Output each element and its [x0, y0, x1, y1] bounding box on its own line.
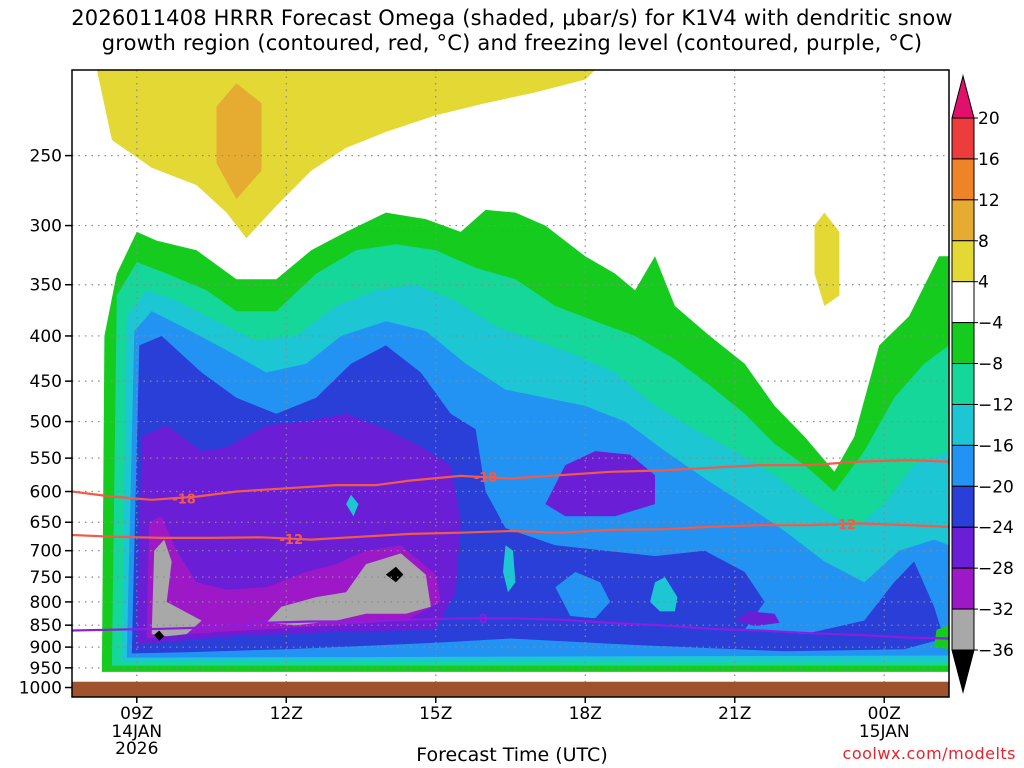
colorbar-swatch-6 — [951, 363, 975, 405]
y-tick-label-750: 750 — [30, 568, 62, 588]
x-tick-year-09Z: 2026 — [115, 739, 158, 759]
colorbar-swatch-10 — [951, 526, 975, 569]
omega-region-4-to-8 — [814, 212, 840, 306]
colorbar-label-6: −8 — [978, 355, 1003, 375]
omega-region--28-to--24 — [734, 611, 780, 627]
y-tick-label-800: 800 — [30, 593, 62, 613]
colorbar-label-8: −16 — [978, 436, 1014, 456]
omega-region--36-to--32 — [151, 539, 202, 637]
omega-region--36-to--32 — [266, 553, 431, 626]
colorbar-label-9: −20 — [978, 477, 1014, 497]
colorbar-label-11: −28 — [978, 559, 1014, 579]
y-tick-label-850: 850 — [30, 616, 62, 636]
freezing-level-label: 0 — [479, 612, 488, 627]
x-tick-date-00Z: 15JAN — [859, 722, 910, 742]
x-tick-label-09Z: 09Z — [120, 704, 153, 724]
x-tick-label-15Z: 15Z — [419, 704, 452, 724]
y-tick-label-650: 650 — [30, 513, 62, 533]
credit-link[interactable]: coolwx.com/modelts — [842, 744, 1016, 763]
omega-region--20-to--16 — [555, 572, 611, 619]
omega-region--16-to--12 — [503, 545, 516, 593]
title-line-1: 2026011408 HRRR Forecast Omega (shaded, … — [71, 6, 953, 30]
title-line-2: growth region (contoured, red, °C) and f… — [101, 31, 923, 55]
plot-frame — [71, 69, 950, 698]
colorbar-label-4: 4 — [978, 273, 989, 293]
colorbar-swatch-3 — [951, 240, 975, 283]
colorbar-swatch-7 — [951, 403, 975, 446]
colorbar-swatch-9 — [951, 485, 975, 528]
colorbar-swatch-5 — [951, 322, 975, 365]
colorbar-swatch-12 — [951, 608, 975, 651]
y-tick-label-1000: 1000 — [19, 679, 62, 699]
colorbar-label-12: −32 — [978, 600, 1014, 620]
y-tick-label-500: 500 — [30, 413, 62, 433]
omega-region--40-to--36 — [385, 566, 404, 583]
y-tick-label-550: 550 — [30, 449, 62, 469]
colorbar-swatch-2 — [951, 199, 975, 242]
y-tick-label-700: 700 — [30, 542, 62, 562]
dgz-minus12-label: -12 — [833, 518, 857, 533]
colorbar-max-triangle — [951, 74, 975, 119]
colorbar-swatch-11 — [951, 567, 975, 610]
omega-region--16-to--12 — [346, 494, 359, 517]
colorbar-label-10: −24 — [978, 518, 1014, 538]
colorbar-swatch-1 — [951, 158, 975, 201]
omega-region-4-to-8 — [96, 70, 596, 239]
x-tick-date-09Z: 14JAN — [111, 722, 162, 742]
y-tick-label-400: 400 — [30, 327, 62, 347]
omega-region--28-to--24 — [545, 451, 655, 517]
colorbar-label-2: 12 — [978, 191, 1000, 211]
y-tick-label-350: 350 — [30, 276, 62, 296]
colorbar-label-5: −4 — [978, 314, 1003, 334]
x-axis-title: Forecast Time (UTC) — [416, 744, 608, 766]
omega-region--40-to--36 — [154, 630, 165, 641]
x-tick-label-18Z: 18Z — [569, 704, 602, 724]
dgz-minus12-label: -12 — [280, 533, 304, 548]
y-tick-label-450: 450 — [30, 372, 62, 392]
dgz-minus18-contour — [72, 459, 949, 501]
y-tick-label-900: 900 — [30, 638, 62, 658]
colorbar-label-13: −36 — [978, 641, 1014, 661]
x-tick-label-12Z: 12Z — [270, 704, 303, 724]
dgz-minus12-contour — [72, 522, 949, 541]
omega-region--16-to--12 — [650, 577, 678, 612]
colorbar-swatch-0 — [951, 117, 975, 160]
dgz-minus18-label: -18 — [474, 471, 498, 486]
chart-title: 2026011408 HRRR Forecast Omega (shaded, … — [0, 6, 1024, 56]
y-tick-label-600: 600 — [30, 483, 62, 503]
dgz-minus18-label: -18 — [172, 492, 196, 507]
colorbar-swatch-8 — [951, 444, 975, 487]
colorbar-label-1: 16 — [978, 150, 1000, 170]
colorbar-label-7: −12 — [978, 395, 1014, 415]
ground-surface — [72, 681, 949, 697]
colorbar-swatch-4 — [951, 281, 975, 324]
colorbar-label-0: 20 — [978, 109, 1000, 129]
y-tick-label-250: 250 — [30, 147, 62, 167]
x-tick-label-00Z: 00Z — [868, 704, 901, 724]
y-tick-label-300: 300 — [30, 217, 62, 237]
omega-region--8-to--4 — [934, 625, 949, 650]
omega-region-8-to-12 — [216, 83, 262, 200]
freezing-level-contour — [72, 617, 949, 640]
colorbar-label-3: 8 — [978, 232, 989, 252]
colorbar-min-triangle — [951, 649, 975, 694]
x-tick-label-21Z: 21Z — [718, 704, 751, 724]
y-tick-label-950: 950 — [30, 659, 62, 679]
